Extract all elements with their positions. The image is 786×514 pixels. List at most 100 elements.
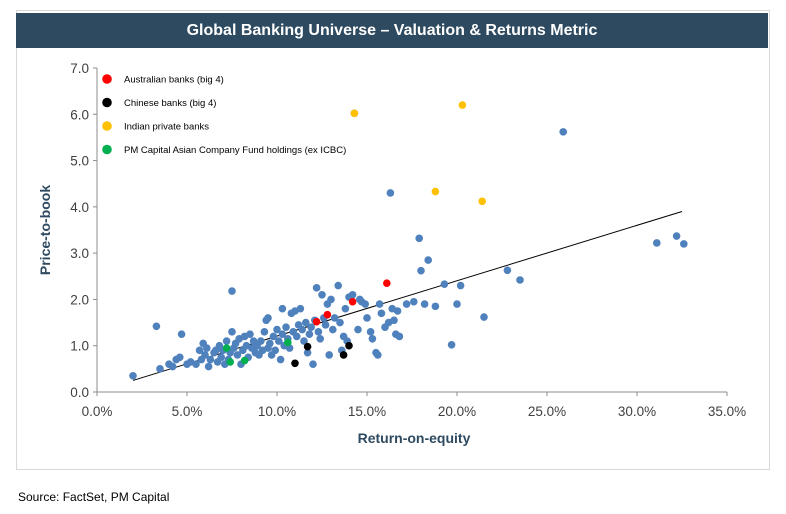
data-point	[424, 256, 433, 264]
data-point	[447, 340, 456, 349]
data-point	[350, 109, 359, 118]
y-tick-label: 0.0	[70, 385, 89, 400]
data-point	[330, 314, 339, 322]
y-tick-label: 1.0	[70, 339, 89, 354]
y-tick-label: 3.0	[70, 246, 89, 261]
data-point	[269, 332, 278, 341]
series-1	[312, 279, 391, 326]
data-point	[341, 304, 350, 313]
data-point	[298, 325, 307, 334]
data-point	[386, 189, 395, 197]
data-point	[453, 300, 461, 308]
data-point	[278, 304, 287, 313]
legend-marker	[102, 74, 112, 84]
data-point	[420, 300, 429, 308]
data-point	[653, 239, 661, 247]
chart-title: Global Banking Universe – Valuation & Re…	[16, 13, 768, 48]
data-point	[393, 307, 402, 315]
data-point	[323, 310, 332, 319]
data-point	[204, 362, 213, 371]
data-point	[246, 330, 254, 338]
data-point	[431, 187, 440, 196]
data-point	[293, 332, 301, 341]
y-tick-label: 7.0	[70, 61, 89, 76]
data-point	[152, 322, 161, 331]
data-point	[440, 280, 449, 288]
data-point	[307, 323, 316, 332]
data-point	[264, 314, 272, 322]
data-point	[456, 281, 465, 290]
data-point	[559, 128, 567, 136]
data-point	[366, 328, 375, 336]
x-tick-label: 0.0%	[82, 404, 113, 419]
chart-frame	[16, 10, 770, 470]
x-tick-label: 5.0%	[172, 404, 203, 419]
data-point	[271, 346, 280, 355]
data-point	[203, 344, 211, 352]
data-point	[233, 351, 242, 359]
data-point	[303, 348, 312, 357]
axes	[93, 67, 728, 396]
data-point	[395, 332, 404, 341]
data-point	[368, 334, 377, 343]
data-point	[275, 337, 283, 345]
data-point	[318, 291, 326, 299]
data-point	[314, 328, 323, 336]
data-point	[195, 346, 204, 355]
data-point	[348, 297, 357, 306]
series-3	[350, 101, 487, 206]
data-point	[226, 358, 234, 366]
legend-marker	[102, 144, 112, 155]
tick-labels: 0.0% 5.0% 10.0% 15.0% 20.0% 25.0% 30.0% 35.0% 0.…	[70, 61, 746, 419]
data-point	[309, 360, 317, 369]
x-tick-label: 35.0%	[708, 404, 746, 419]
data-point	[291, 359, 299, 368]
data-point	[206, 355, 215, 364]
data-point	[377, 309, 386, 318]
data-point	[276, 355, 285, 364]
y-axis-label: Price-to-book	[37, 185, 53, 275]
legend-marker	[102, 121, 112, 131]
data-point	[300, 337, 308, 345]
y-tick-label: 5.0	[70, 154, 89, 169]
data-point	[321, 321, 330, 329]
data-point	[282, 323, 290, 332]
data-point	[334, 281, 343, 290]
data-point	[228, 328, 236, 336]
data-point	[348, 291, 357, 299]
data-point	[260, 328, 269, 336]
data-point	[176, 353, 184, 362]
data-point	[278, 330, 287, 338]
data-point	[192, 360, 200, 369]
x-axis-label: Return-on-equity	[358, 430, 471, 446]
legend-entry: Indian private banks	[124, 122, 209, 133]
x-tick-label: 20.0%	[438, 404, 476, 419]
legend-entry: Australian banks (big 4)	[124, 75, 224, 86]
legend-entry: Chinese banks (big 4)	[124, 98, 216, 109]
data-point	[177, 330, 186, 338]
legend-entry: PM Capital Asian Company Fund holdings (…	[124, 145, 346, 156]
data-point	[329, 325, 337, 334]
data-point	[168, 362, 177, 371]
source-note: Source: FactSet, PM Capital	[18, 490, 170, 504]
data-point	[680, 240, 688, 248]
data-point	[363, 314, 371, 322]
data-point	[325, 351, 334, 359]
data-point	[156, 365, 164, 373]
data-point	[257, 337, 265, 345]
data-point	[415, 234, 424, 243]
data-point	[345, 341, 353, 350]
data-point	[431, 302, 440, 311]
data-point	[339, 351, 348, 359]
data-point	[240, 356, 249, 365]
data-points	[129, 101, 688, 380]
data-point	[390, 316, 398, 325]
data-point	[312, 317, 321, 326]
data-point	[503, 266, 512, 275]
data-point	[410, 297, 418, 306]
legend: Australian banks (big 4) Chinese banks (b…	[102, 74, 346, 156]
data-point	[303, 342, 312, 351]
data-point	[458, 101, 467, 109]
data-point	[336, 318, 344, 327]
